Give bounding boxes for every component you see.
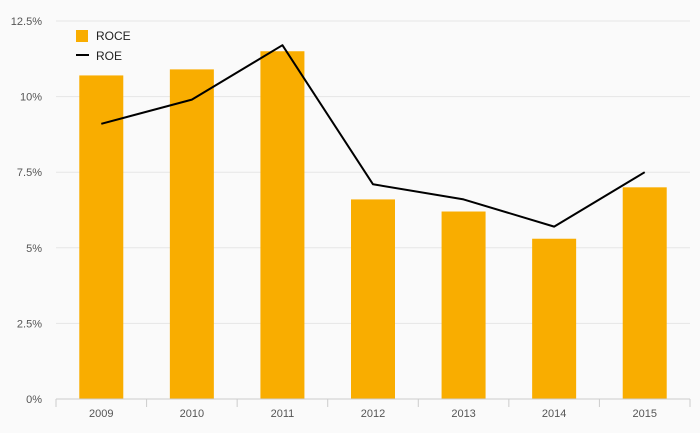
y-tick-label: 2.5% <box>17 318 42 330</box>
bar-roce-2013 <box>441 211 486 399</box>
x-tick-label: 2013 <box>451 408 475 420</box>
roe-line-layer <box>101 44 646 228</box>
x-tick-label: 2011 <box>271 408 295 420</box>
y-tick-label: 7.5% <box>17 167 42 179</box>
legend-label-roe: ROE <box>96 49 122 63</box>
bar-roce-2015 <box>622 187 667 399</box>
y-tick-label: 5% <box>26 243 42 255</box>
roce-bars <box>79 51 667 400</box>
bar-roce-2009 <box>79 75 124 399</box>
y-tick-label: 0% <box>26 394 42 406</box>
gridlines <box>56 20 690 324</box>
legend: ROCE ROE <box>76 29 131 63</box>
bar-roce-2014 <box>532 238 577 399</box>
bar-roce-2010 <box>169 69 214 399</box>
y-axis-ticks: 0% 2.5% 5% 7.5% 10% 12.5% <box>11 16 42 406</box>
bar-roce-2011 <box>260 51 305 400</box>
legend-label-roce: ROCE <box>96 29 131 43</box>
x-axis: 2009 2010 2011 2012 2013 2014 2015 <box>55 398 691 420</box>
x-tick-label: 2010 <box>180 408 204 420</box>
x-tick-label: 2012 <box>361 408 385 420</box>
x-tick-label: 2014 <box>542 408 566 420</box>
x-tick-label: 2015 <box>632 408 656 420</box>
bar-roce-2012 <box>351 199 395 399</box>
y-tick-label: 10% <box>20 92 42 104</box>
x-tick-label: 2009 <box>89 408 113 420</box>
legend-swatch-roce <box>76 30 88 42</box>
y-tick-label: 12.5% <box>11 16 42 28</box>
